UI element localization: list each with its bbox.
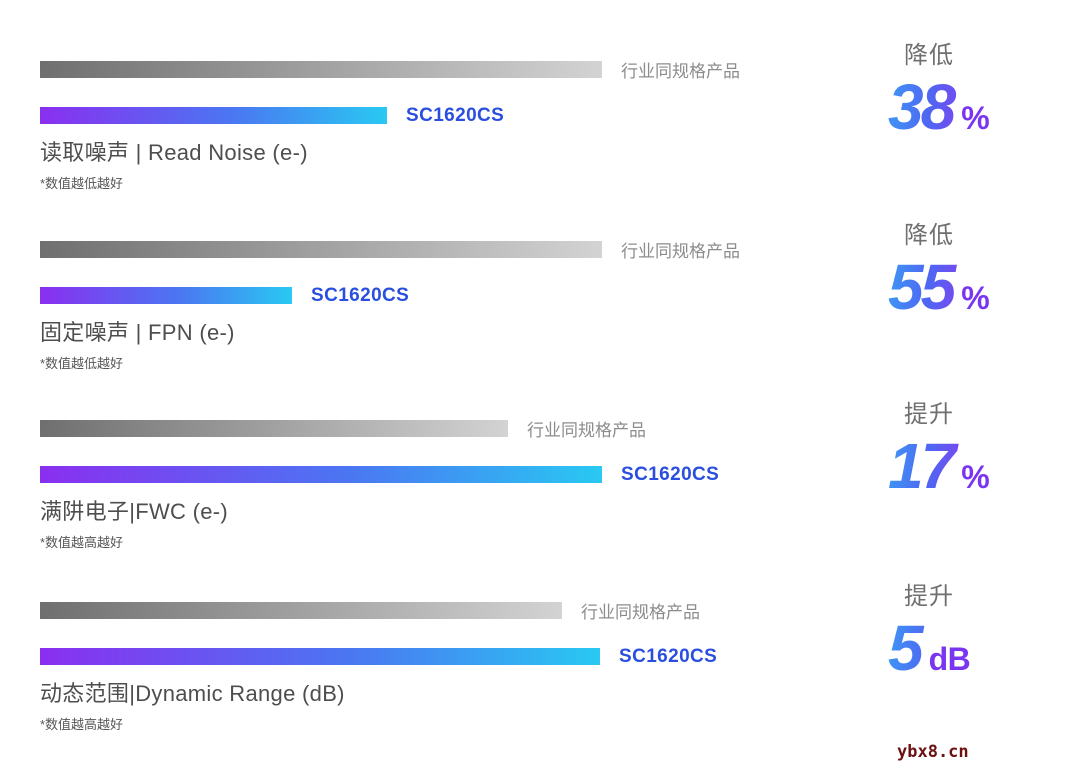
industry-bar-label: 行业同规格产品 — [581, 603, 700, 622]
metric-group-read-noise: 行业同规格产品 SC1620CS 读取噪声 | Read Noise (e-) … — [40, 42, 1040, 221]
stat-block: 提升 17 % — [888, 394, 1063, 498]
industry-bar-row: 行业同规格产品 — [40, 420, 646, 440]
metric-note: *数值越高越好 — [40, 535, 124, 550]
metric-title: 读取噪声 | Read Noise (e-) — [40, 140, 308, 165]
stat-unit: % — [961, 100, 990, 136]
industry-bar — [40, 61, 602, 78]
industry-bar-row: 行业同规格产品 — [40, 241, 740, 261]
product-bar-row: SC1620CS — [40, 463, 720, 485]
metric-group-dynamic-range: 行业同规格产品 SC1620CS 动态范围|Dynamic Range (dB)… — [40, 583, 1040, 762]
product-bar-row: SC1620CS — [40, 104, 505, 126]
stat-direction-label: 降低 — [904, 222, 954, 249]
stat-direction-label: 提升 — [904, 583, 954, 610]
product-bar — [40, 287, 292, 304]
industry-bar-label: 行业同规格产品 — [621, 62, 740, 81]
stat-value: 5 — [888, 616, 929, 680]
product-bar-label: SC1620CS — [406, 104, 505, 126]
product-bar-label: SC1620CS — [621, 463, 720, 485]
stat-block: 降低 55 % — [888, 215, 1063, 319]
stat-unit: % — [961, 459, 990, 495]
product-bar-row: SC1620CS — [40, 645, 718, 667]
stat-number-row: 17 % — [888, 434, 1063, 498]
product-bar-label: SC1620CS — [311, 284, 410, 306]
industry-bar — [40, 602, 562, 619]
industry-bar-row: 行业同规格产品 — [40, 602, 700, 622]
stat-number-row: 55 % — [888, 255, 1063, 319]
product-bar — [40, 466, 602, 483]
stat-value: 55 — [888, 255, 961, 319]
metric-title: 动态范围|Dynamic Range (dB) — [40, 681, 345, 706]
industry-bar — [40, 420, 508, 437]
stat-block: 降低 38 % — [888, 35, 1063, 139]
stat-number-row: 5 dB — [888, 616, 1063, 680]
metric-title: 满阱电子|FWC (e-) — [40, 499, 229, 524]
industry-bar-label: 行业同规格产品 — [621, 242, 740, 261]
watermark-text: ybx8.cn — [897, 742, 969, 762]
industry-bar — [40, 241, 602, 258]
product-bar-label: SC1620CS — [619, 645, 718, 667]
stat-unit: dB — [928, 641, 971, 677]
metric-note: *数值越低越好 — [40, 356, 124, 371]
stat-value: 38 — [888, 75, 961, 139]
stat-number-row: 38 % — [888, 75, 1063, 139]
metric-title: 固定噪声 | FPN (e-) — [40, 320, 235, 345]
product-bar — [40, 107, 387, 124]
product-bar-row: SC1620CS — [40, 284, 410, 306]
stat-block: 提升 5 dB — [888, 576, 1063, 680]
industry-bar-label: 行业同规格产品 — [527, 421, 646, 440]
stat-direction-label: 提升 — [904, 401, 954, 428]
metric-group-fpn: 行业同规格产品 SC1620CS 固定噪声 | FPN (e-) *数值越低越好… — [40, 222, 1040, 401]
metric-note: *数值越低越好 — [40, 176, 124, 191]
stat-direction-label: 降低 — [904, 42, 954, 69]
stat-unit: % — [961, 280, 990, 316]
stat-value: 17 — [888, 434, 961, 498]
industry-bar-row: 行业同规格产品 — [40, 61, 740, 81]
metric-note: *数值越高越好 — [40, 717, 124, 732]
metric-group-fwc: 行业同规格产品 SC1620CS 满阱电子|FWC (e-) *数值越高越好 提… — [40, 401, 1040, 580]
product-bar — [40, 648, 600, 665]
